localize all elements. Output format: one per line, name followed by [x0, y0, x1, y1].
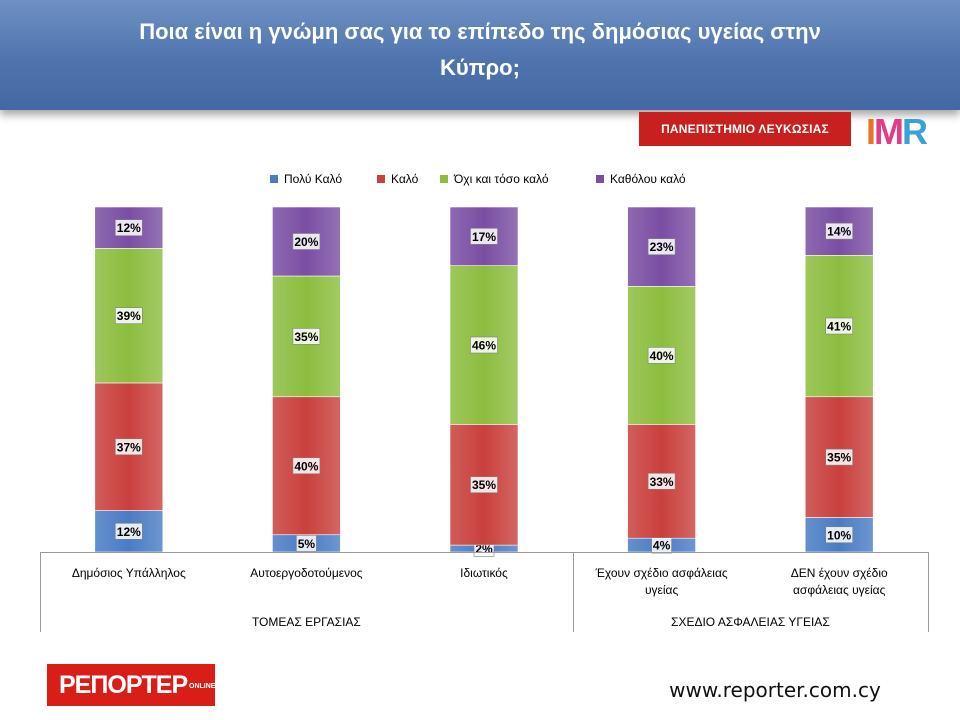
data-label-box — [647, 347, 676, 364]
group-label: ΤΟΜΕΑΣ ΕΡΓΑΣΙΑΣ — [251, 615, 361, 629]
data-label: 14% — [827, 225, 851, 239]
category-label: ΔΕΝ έχουν σχέδιο ασφάλειας υγείας — [750, 565, 928, 599]
category-label-line: Αυτοεργοδοτούμενος — [250, 566, 363, 580]
category-label-line: υγείας — [644, 583, 679, 597]
imr-logo-letter-m: M — [874, 111, 902, 149]
website-url: www.reporter.com.cy — [669, 678, 881, 702]
data-label: 5% — [298, 537, 316, 551]
data-label-box — [470, 336, 498, 354]
reporter-logo-text: ΡΕΠΟΡΤΕΡ — [59, 671, 188, 699]
imr-logo: IMR — [866, 111, 930, 149]
data-label-box — [115, 219, 143, 236]
data-label: 40% — [650, 349, 674, 363]
data-label-box — [825, 448, 854, 466]
legend-item: Όχι και τόσο καλό — [440, 170, 549, 188]
category-label: Δημόσιος Υπάλληλος — [40, 565, 218, 582]
data-label: 39% — [117, 309, 141, 323]
page-title: Ποια είναι η γνώμη σας για το επίπεδο τη… — [40, 14, 920, 86]
legend-swatch — [440, 174, 448, 183]
reporter-logo-sub: ONLINE — [189, 683, 216, 690]
legend-label: Καθόλου καλό — [610, 172, 686, 186]
header-banner: Ποια είναι η γνώμη σας για το επίπεδο τη… — [0, 0, 960, 110]
data-label: 35% — [294, 330, 318, 344]
category-label-line: Έχουν σχέδιο ασφάλειας — [595, 566, 728, 580]
data-label: 12% — [117, 221, 141, 235]
category-label: Αυτοεργοδοτούμενος — [218, 565, 396, 582]
data-label-box — [296, 535, 317, 552]
data-label: 33% — [650, 475, 674, 489]
data-label: 12% — [117, 525, 141, 539]
legend-item: Καλό — [377, 170, 418, 188]
legend-item: Καθόλου καλό — [596, 170, 686, 188]
data-label-box — [115, 438, 143, 456]
legend-label: Πολύ Καλό — [284, 172, 343, 186]
data-label: 20% — [294, 235, 318, 249]
stacked-bar-chart: 12%37%39%12%5%40%35%20%2%35%46%17%4%33%4… — [94, 206, 874, 557]
data-label: 35% — [472, 478, 496, 492]
data-label-box — [292, 457, 321, 475]
data-label-box — [115, 307, 143, 324]
data-label-box — [470, 476, 498, 494]
bar-segment — [449, 206, 519, 266]
svg-text:IMR: IMR — [866, 111, 928, 149]
data-label-box — [647, 472, 676, 490]
legend-label: Καλό — [391, 172, 419, 186]
data-label: 41% — [827, 320, 851, 334]
data-label-box — [647, 238, 676, 255]
data-label: 40% — [294, 459, 318, 473]
data-label: 23% — [650, 240, 674, 254]
data-label: 10% — [827, 528, 851, 542]
data-label: 35% — [827, 451, 851, 465]
group-divider — [572, 552, 574, 632]
bar-segment — [94, 248, 164, 384]
table-top-border — [40, 552, 928, 553]
table-left-border — [40, 552, 41, 632]
title-line-2: Κύπρο; — [440, 55, 520, 80]
legend-swatch — [596, 174, 604, 183]
data-label-box — [825, 222, 854, 240]
category-label: Έχουν σχέδιο ασφάλειας υγείας — [573, 565, 751, 599]
data-label-box — [292, 328, 321, 345]
data-label: 17% — [472, 230, 496, 244]
bar-segment — [627, 206, 696, 287]
legend-swatch — [377, 174, 385, 183]
category-label-line: ασφάλειας υγείας — [792, 583, 886, 597]
data-label-box — [825, 317, 854, 335]
chart-legend: Πολύ Καλό Καλό Όχι και τόσο καλό Καθόλου κα… — [0, 170, 960, 190]
data-label: 46% — [472, 339, 496, 353]
university-logo: ΠΑΝΕΠΙΣΤΗΜΙΟ ΛΕΥΚΩΣΙΑΣ — [639, 112, 851, 146]
data-label: 37% — [117, 440, 141, 454]
imr-logo-letter-i: I — [866, 111, 874, 149]
data-label-box — [115, 522, 143, 540]
category-label-line: Ιδιωτικός — [460, 566, 508, 580]
category-label: Ιδιωτικός — [395, 565, 573, 582]
data-label-box — [292, 233, 321, 250]
title-line-1: Ποια είναι η γνώμη σας για το επίπεδο τη… — [139, 19, 821, 44]
reporter-logo: ΡΕΠΟΡΤΕΡ ONLINE — [47, 664, 215, 706]
legend-swatch — [270, 174, 278, 183]
category-label-line: Δημόσιος Υπάλληλος — [71, 566, 186, 580]
data-label: 4% — [653, 539, 671, 553]
data-label-box — [470, 228, 498, 245]
legend-item: Πολύ Καλό — [270, 170, 342, 188]
data-label-box — [825, 526, 854, 544]
table-right-border — [928, 552, 929, 632]
imr-logo-letter-r: R — [902, 111, 928, 149]
legend-label: Όχι και τόσο καλό — [454, 172, 549, 186]
category-label-line: ΔΕΝ έχουν σχέδιο — [790, 566, 888, 580]
group-label: ΣΧΕΔΙΟ ΑΣΦΑΛΕΙΑΣ ΥΓΕΙΑΣ — [671, 615, 830, 629]
